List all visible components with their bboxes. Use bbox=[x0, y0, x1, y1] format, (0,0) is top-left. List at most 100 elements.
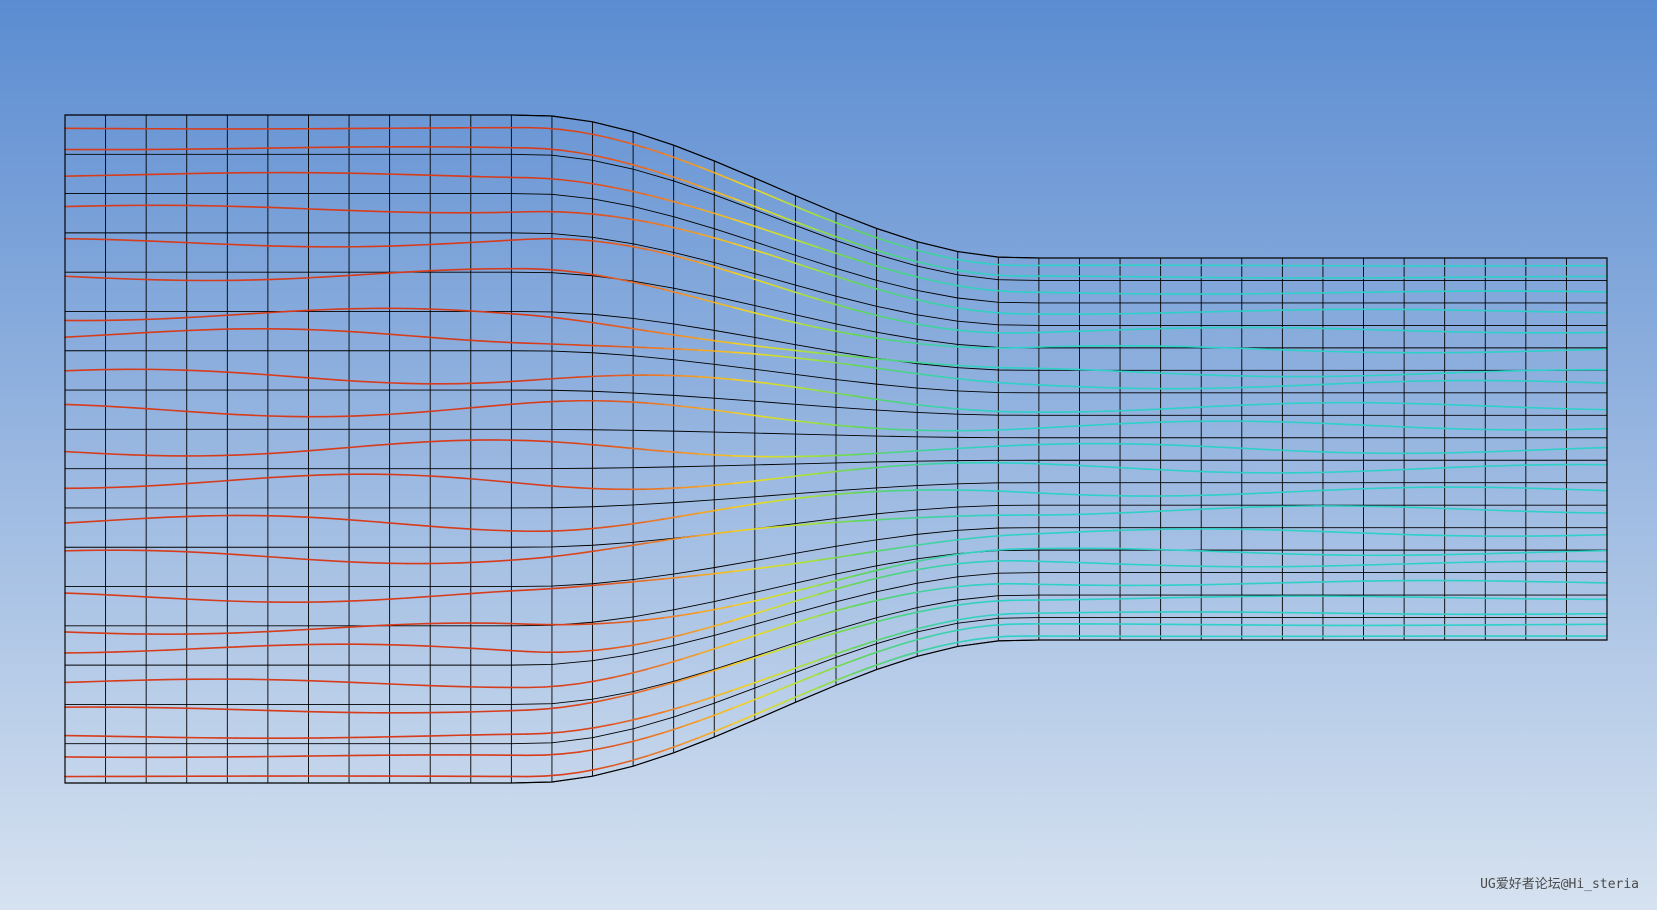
streamline-seg bbox=[819, 455, 836, 456]
streamline-seg bbox=[373, 599, 390, 600]
streamline-seg bbox=[391, 245, 408, 246]
streamline-seg bbox=[562, 652, 579, 653]
streamline-seg bbox=[1299, 422, 1316, 423]
streamline-seg bbox=[151, 485, 168, 486]
streamline-seg bbox=[1419, 428, 1436, 429]
streamline-seg bbox=[339, 627, 356, 628]
streamline-seg bbox=[1247, 404, 1264, 405]
streamline-seg bbox=[236, 415, 253, 416]
streamline-seg bbox=[134, 408, 151, 409]
streamline-seg bbox=[322, 560, 339, 561]
streamline-seg bbox=[391, 684, 408, 685]
streamline-seg bbox=[1401, 534, 1418, 535]
streamline-seg bbox=[1590, 448, 1607, 449]
streamline-seg bbox=[99, 278, 116, 279]
streamline-seg bbox=[1401, 427, 1418, 428]
streamline-seg bbox=[1281, 422, 1298, 423]
streamline-seg bbox=[1059, 369, 1076, 370]
streamline-seg bbox=[65, 370, 82, 371]
streamline-seg bbox=[1076, 387, 1093, 388]
streamline-seg bbox=[853, 492, 870, 493]
streamline-seg bbox=[870, 428, 887, 429]
streamline-seg bbox=[1401, 507, 1418, 508]
streamline-seg bbox=[1247, 493, 1264, 494]
streamline-seg bbox=[973, 447, 990, 448]
streamline-seg bbox=[339, 210, 356, 211]
streamline-seg bbox=[1487, 451, 1504, 452]
streamline-seg bbox=[1110, 513, 1127, 514]
streamline-seg bbox=[1281, 492, 1298, 493]
streamline-seg bbox=[134, 240, 151, 241]
streamline-seg bbox=[1470, 509, 1487, 510]
streamline-seg bbox=[699, 350, 716, 351]
streamline-seg bbox=[99, 406, 116, 407]
streamline-seg bbox=[1024, 444, 1041, 445]
streamline-seg bbox=[271, 645, 288, 646]
streamline-seg bbox=[1504, 407, 1521, 408]
streamline-seg bbox=[425, 646, 442, 647]
streamline-seg bbox=[271, 477, 288, 478]
streamline-seg bbox=[1299, 451, 1316, 452]
streamline-seg bbox=[905, 518, 922, 519]
streamline-seg bbox=[1024, 347, 1041, 348]
streamline-seg bbox=[1350, 471, 1367, 472]
streamline-seg bbox=[1367, 488, 1384, 489]
streamline-seg bbox=[373, 382, 390, 383]
streamline-seg bbox=[1556, 489, 1573, 490]
streamline-seg bbox=[870, 453, 887, 454]
streamline-seg bbox=[1059, 331, 1076, 332]
streamline-seg bbox=[545, 344, 562, 345]
streamline-seg bbox=[236, 555, 253, 556]
streamline-seg bbox=[1093, 370, 1110, 371]
streamline-seg bbox=[271, 207, 288, 208]
streamline-seg bbox=[1299, 385, 1316, 386]
streamline-seg bbox=[1384, 426, 1401, 427]
streamline-seg bbox=[1007, 491, 1024, 492]
streamline-seg bbox=[1333, 489, 1350, 490]
streamline-seg bbox=[99, 334, 116, 335]
streamline-seg bbox=[408, 442, 425, 443]
streamline-seg bbox=[1042, 561, 1059, 562]
streamline-seg bbox=[1316, 423, 1333, 424]
streamline-seg bbox=[1213, 347, 1230, 348]
streamline-seg bbox=[682, 349, 699, 350]
streamline-seg bbox=[956, 365, 973, 366]
streamline-seg bbox=[630, 402, 647, 403]
streamline-seg bbox=[493, 560, 510, 561]
streamline-seg bbox=[1333, 424, 1350, 425]
streamline-seg bbox=[1316, 452, 1333, 453]
streamline-seg bbox=[853, 520, 870, 521]
streamline-seg bbox=[870, 491, 887, 492]
streamline-seg bbox=[116, 519, 133, 520]
streamline-seg bbox=[870, 519, 887, 520]
streamline-seg bbox=[493, 591, 510, 592]
streamline-seg bbox=[168, 318, 185, 319]
streamline-seg bbox=[510, 380, 527, 381]
streamline-seg bbox=[151, 597, 168, 598]
streamline-seg bbox=[1333, 472, 1350, 473]
streamline-seg bbox=[1110, 467, 1127, 468]
streamline-seg bbox=[202, 553, 219, 554]
streamline-seg bbox=[1470, 372, 1487, 373]
streamline-seg bbox=[253, 279, 270, 280]
streamline-seg bbox=[1419, 373, 1436, 374]
streamline-seg bbox=[1299, 491, 1316, 492]
streamline-seg bbox=[202, 243, 219, 244]
streamline-seg bbox=[1436, 428, 1453, 429]
streamline-seg bbox=[1076, 531, 1093, 532]
streamline-seg bbox=[236, 454, 253, 455]
streamline-seg bbox=[134, 596, 151, 597]
streamline-seg bbox=[528, 441, 545, 442]
streamline-seg bbox=[1247, 507, 1264, 508]
streamline-seg bbox=[1521, 407, 1538, 408]
streamline-seg bbox=[116, 651, 133, 652]
streamline-seg bbox=[510, 651, 527, 652]
streamline-seg bbox=[373, 683, 390, 684]
streamline-seg bbox=[1419, 508, 1436, 509]
streamline-seg bbox=[973, 332, 990, 333]
streamline-seg bbox=[1076, 465, 1093, 466]
streamline-seg bbox=[1042, 385, 1059, 386]
streamline-seg bbox=[219, 709, 236, 710]
streamline-seg bbox=[476, 341, 493, 342]
streamline-seg bbox=[82, 681, 99, 682]
